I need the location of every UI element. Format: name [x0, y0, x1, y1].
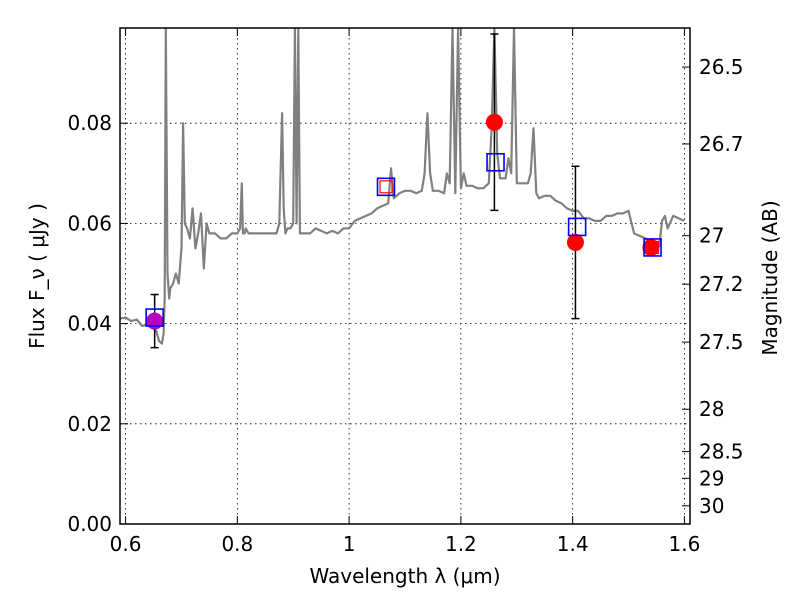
- grid-lines: [120, 28, 690, 525]
- y-tick-label: 0.02: [67, 412, 112, 436]
- right-tick-label: 27.2: [699, 272, 744, 296]
- x-tick-label: 1.4: [557, 532, 589, 556]
- right-tick-label: 27.5: [699, 330, 744, 354]
- y-axis-title: Flux F_ν ( μJy ): [25, 203, 49, 349]
- model-point-0: [145, 308, 164, 327]
- small-square-marker-1: [645, 240, 660, 255]
- x-axis-title: Wavelength λ (μm): [309, 564, 500, 588]
- model-point-2: [486, 152, 505, 172]
- data-marks-layer: [145, 33, 662, 349]
- axis-ticks: 0.6 0.8 1 1.2 1.4 1.6 0.00 0.02 0.04 0.06 0.08 26.5…: [67, 28, 744, 556]
- x-tick-label: 0.6: [110, 532, 142, 556]
- x-tick-label: 1.2: [445, 532, 477, 556]
- model-point-4: [643, 238, 662, 257]
- small-square-marker-0: [379, 180, 393, 194]
- data-point-0-0: [485, 113, 503, 131]
- x-tick-label: 1: [343, 532, 356, 556]
- model-point-1: [376, 177, 396, 197]
- model-point-3: [567, 217, 587, 237]
- right-tick-label: 26.7: [699, 132, 744, 156]
- y-tick-label: 0.00: [67, 512, 112, 536]
- right-tick-label: 27: [699, 224, 724, 248]
- right-tick-label: 28.5: [699, 440, 744, 464]
- model-spectrum-line: [120, 28, 685, 345]
- y-tick-label: 0.06: [67, 211, 112, 235]
- plot-frame: [119, 27, 691, 525]
- x-tick-label: 1.6: [669, 532, 701, 556]
- right-tick-label: 28: [699, 397, 724, 421]
- model-spectrum-layer: [120, 28, 685, 345]
- y-axis-right-title: Magnitude (AB): [758, 200, 782, 355]
- data-point-0-1: [566, 233, 584, 251]
- right-tick-label: 29: [699, 466, 724, 490]
- y-tick-label: 0.08: [67, 111, 112, 135]
- right-tick-label: 30: [699, 494, 724, 518]
- y-tick-label: 0.04: [67, 312, 112, 336]
- right-tick-label: 26.5: [699, 55, 744, 79]
- x-tick-label: 0.8: [221, 532, 253, 556]
